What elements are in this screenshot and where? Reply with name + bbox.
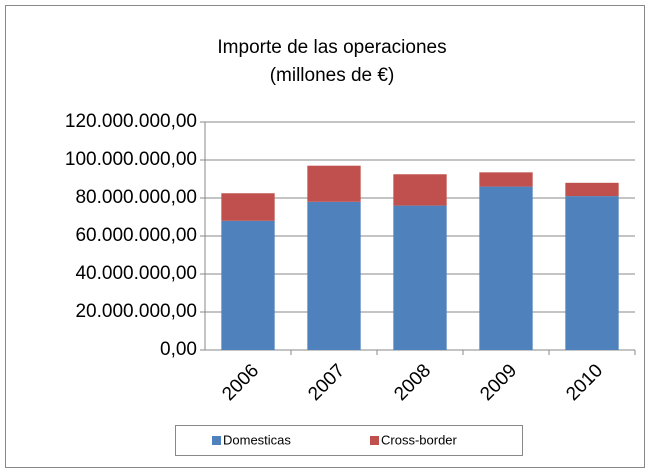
y-tick-label: 60.000.000,00 (75, 225, 197, 246)
y-tick-label: 20.000.000,00 (75, 301, 197, 322)
y-tick-label: 100.000.000,00 (65, 149, 197, 170)
legend-label: Domesticas (223, 432, 291, 447)
bar-segment (221, 193, 275, 221)
bar-segment (393, 174, 447, 206)
legend-swatch (212, 436, 221, 445)
y-tick-label: 0,00 (160, 339, 197, 360)
chart-title: Importe de las operaciones (217, 37, 446, 58)
legend-box (175, 425, 523, 456)
chart-subtitle: (millones de €) (270, 65, 395, 86)
bar-segment (307, 201, 361, 350)
legend-label: Cross-border (381, 432, 458, 447)
y-tick-label: 40.000.000,00 (75, 263, 197, 284)
bar-segment (565, 182, 619, 197)
bar-segment (221, 220, 275, 350)
bar-segment (479, 186, 533, 350)
y-tick-label: 120.000.000,00 (65, 111, 197, 132)
y-tick-label: 80.000.000,00 (75, 187, 197, 208)
bar-segment (393, 205, 447, 350)
bar-segment (479, 172, 533, 187)
bar-segment (307, 165, 361, 202)
legend-swatch (370, 436, 379, 445)
bar-segment (565, 196, 619, 350)
